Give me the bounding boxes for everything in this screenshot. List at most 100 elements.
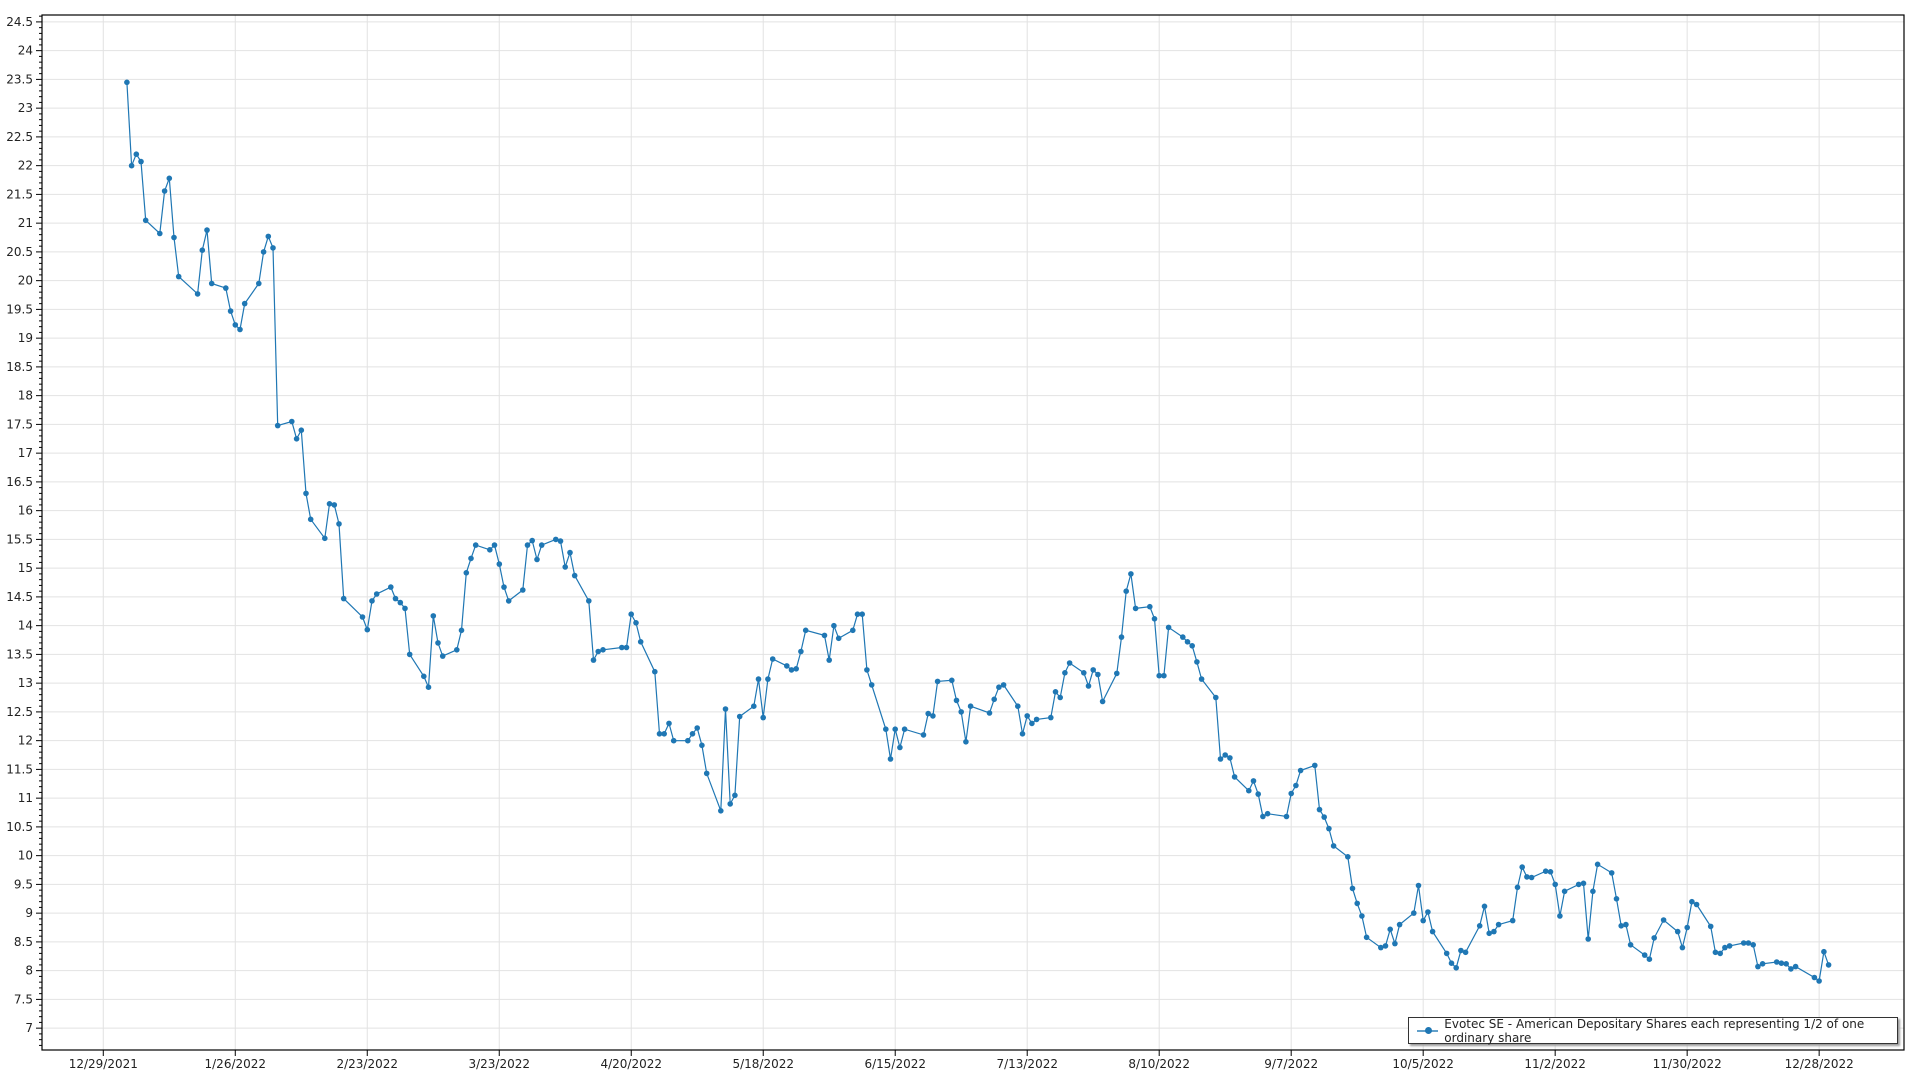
data-point	[949, 677, 955, 684]
data-point	[1679, 944, 1686, 951]
data-point	[439, 653, 446, 659]
data-point	[232, 322, 239, 328]
grid-lines	[42, 15, 1904, 1050]
data-point	[666, 720, 672, 727]
data-point	[227, 308, 234, 314]
data-point	[1462, 949, 1469, 956]
data-point	[562, 564, 568, 570]
data-point	[1378, 944, 1384, 951]
data-point	[821, 632, 828, 639]
y-tick-label: 16.5	[6, 475, 33, 489]
data-point	[1481, 903, 1488, 910]
data-point	[1486, 930, 1492, 937]
data-point	[1674, 928, 1681, 935]
data-point	[397, 599, 404, 606]
data-point	[1387, 926, 1393, 933]
data-point	[1066, 660, 1073, 666]
data-point	[1260, 813, 1266, 820]
data-point	[703, 770, 710, 777]
data-point	[1514, 884, 1521, 891]
data-point	[784, 663, 790, 669]
y-tick-label: 22	[18, 159, 33, 173]
data-point	[1689, 898, 1695, 905]
data-point	[472, 542, 479, 548]
data-point	[307, 516, 314, 523]
data-point	[887, 756, 894, 762]
plot-frame	[41, 14, 1905, 1051]
data-point	[685, 737, 691, 744]
data-point	[1684, 924, 1690, 931]
data-point	[534, 556, 540, 563]
data-point	[1180, 634, 1186, 640]
data-point	[1411, 910, 1417, 916]
data-point	[600, 647, 606, 653]
x-tick-label: 11/2/2022	[1524, 1057, 1586, 1071]
data-point	[1217, 756, 1224, 762]
data-point	[732, 792, 738, 799]
data-point	[501, 584, 507, 590]
data-point	[1297, 767, 1304, 774]
data-point	[505, 598, 512, 604]
legend-line-marker-icon	[1417, 1026, 1439, 1036]
data-point	[1788, 966, 1794, 972]
data-point	[1024, 713, 1030, 719]
data-point	[850, 627, 856, 634]
data-point	[1052, 689, 1059, 695]
data-point	[430, 613, 437, 619]
data-point	[270, 245, 276, 251]
data-point	[1575, 881, 1582, 888]
data-point	[760, 714, 766, 721]
data-point	[963, 739, 969, 745]
data-point	[553, 536, 559, 543]
data-point	[1382, 943, 1389, 949]
data-point	[326, 501, 333, 507]
data-point	[1420, 917, 1426, 924]
y-tick-label: 20	[18, 274, 33, 288]
y-tick-label: 17.5	[6, 417, 33, 431]
data-point	[1194, 659, 1200, 665]
data-point	[1264, 810, 1271, 817]
data-point	[991, 696, 997, 703]
data-point	[223, 285, 229, 291]
data-point	[241, 300, 248, 307]
data-point	[623, 644, 630, 651]
x-tick-label: 2/23/2022	[336, 1057, 398, 1071]
data-point	[1293, 782, 1299, 789]
data-point	[260, 249, 267, 255]
data-point	[128, 162, 135, 169]
data-point	[854, 611, 861, 617]
data-point	[458, 627, 465, 634]
data-point	[1349, 885, 1356, 892]
data-point	[1717, 950, 1723, 957]
data-point	[722, 706, 729, 712]
x-tick-label: 6/15/2022	[864, 1057, 926, 1071]
data-point	[1062, 670, 1068, 676]
data-point	[1618, 923, 1624, 929]
data-point	[986, 710, 993, 716]
data-point	[171, 234, 177, 241]
y-tick-label: 7.5	[14, 992, 33, 1006]
data-point	[322, 535, 328, 542]
data-point	[1594, 861, 1601, 868]
y-tick-label: 23	[18, 101, 33, 115]
data-point	[1147, 603, 1153, 610]
x-tick-label: 8/10/2022	[1128, 1057, 1190, 1071]
data-point	[1114, 670, 1120, 677]
data-point	[1359, 913, 1365, 919]
data-point	[289, 418, 295, 425]
x-axis: 12/29/2021 1/26/2022 2/23/2022 3/23/2022 4/2…	[69, 1050, 1854, 1071]
data-point	[1161, 672, 1167, 679]
data-point	[1326, 825, 1332, 832]
data-point	[826, 657, 832, 663]
data-point	[1528, 874, 1535, 881]
data-point	[298, 427, 305, 434]
data-point	[590, 657, 597, 663]
data-point	[1613, 896, 1620, 902]
data-point	[1585, 936, 1591, 942]
y-tick-label: 20.5	[6, 245, 33, 259]
data-point	[793, 666, 799, 672]
data-point	[859, 611, 865, 617]
data-point	[996, 684, 1002, 690]
data-point	[1745, 940, 1752, 946]
